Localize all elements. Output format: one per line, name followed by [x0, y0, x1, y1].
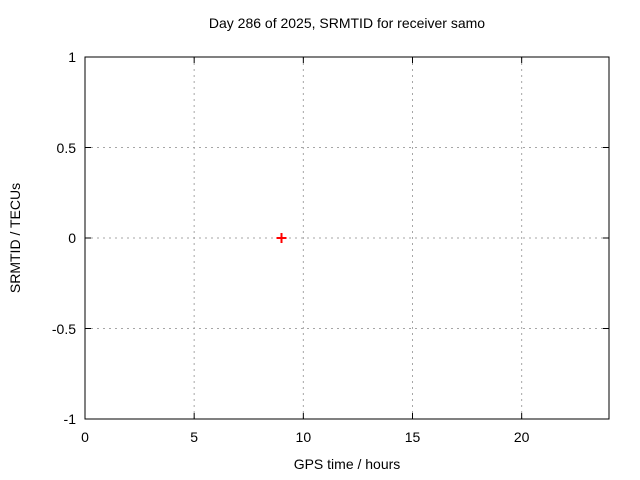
- data-point-marker: [276, 233, 287, 243]
- y-tick-label: 0: [68, 230, 76, 246]
- chart-title: Day 286 of 2025, SRMTID for receiver sam…: [208, 15, 486, 31]
- x-tick-label: 5: [190, 429, 199, 445]
- x-tick-label: 0: [81, 429, 89, 445]
- x-tick-label: 15: [404, 429, 421, 445]
- y-tick-label: 0.5: [56, 139, 76, 156]
- y-tick-label: 1: [68, 49, 76, 65]
- x-axis-label: GPS time / hours: [293, 456, 401, 472]
- y-tick-label: -1: [63, 411, 76, 427]
- y-tick-label: -0.5: [51, 320, 76, 337]
- x-tick-label: 20: [513, 429, 530, 445]
- x-tick-label: 10: [295, 429, 312, 445]
